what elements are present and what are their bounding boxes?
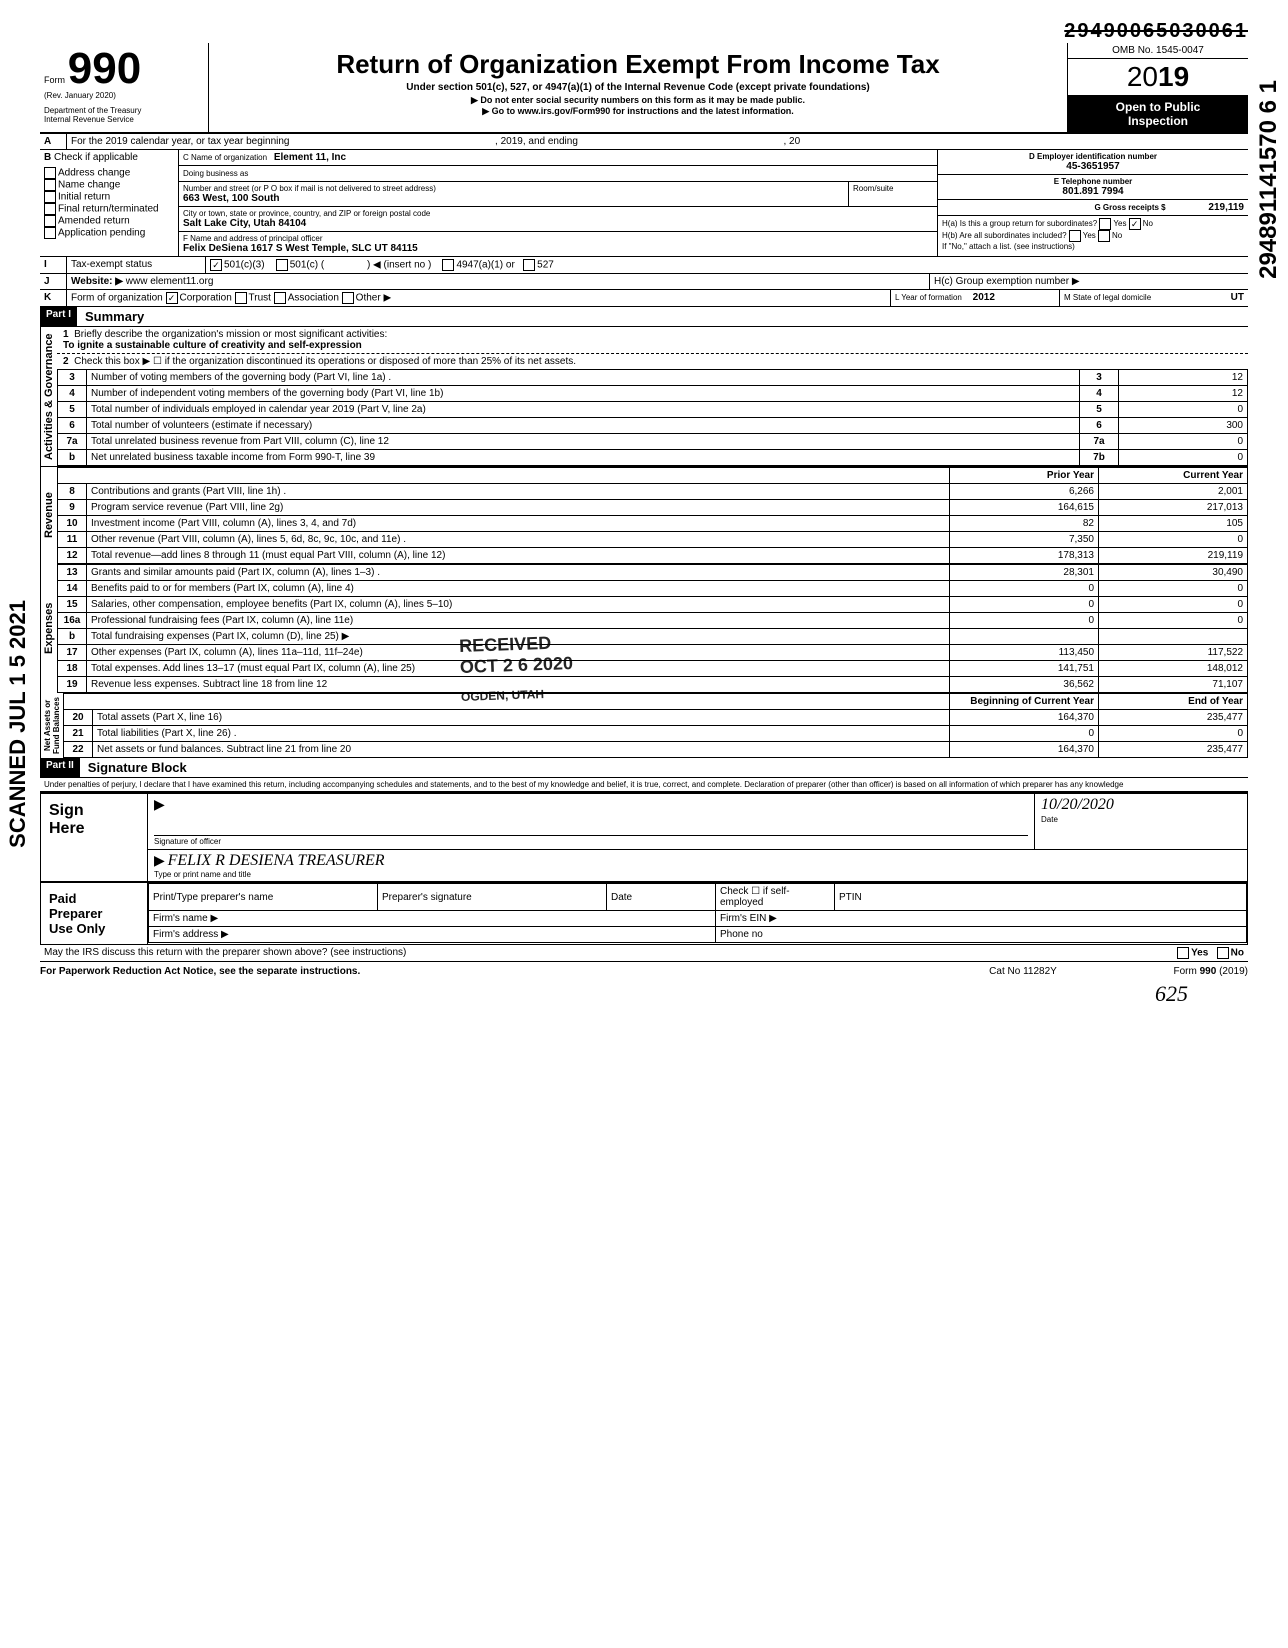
line-k: K Form of organization Corporation Trust… (40, 290, 1248, 307)
paid-preparer-block: Paid Preparer Use Only Print/Type prepar… (40, 882, 1248, 945)
part1-body: Activities & Governance 1 Briefly descri… (40, 327, 1248, 467)
state-domicile: UT (1231, 292, 1244, 303)
hc-label: H(c) Group exemption number ▶ (934, 276, 1080, 287)
officer-name-title: FELIX R DESIENA TREASURER (168, 852, 385, 869)
checkbox-discuss-yes[interactable] (1177, 947, 1189, 959)
sign-here-block: Sign Here ▶ Signature of officer 10/20/2… (40, 792, 1248, 882)
revenue-label: Revenue (40, 467, 57, 564)
checkbox-initial-return[interactable] (44, 191, 56, 203)
line-a: A For the 2019 calendar year, or tax yea… (40, 134, 1248, 150)
line-j-hc: J Website: ▶ www element11.org H(c) Grou… (40, 274, 1248, 290)
expenses-block: Expenses 13Grants and similar amounts pa… (40, 564, 1248, 693)
website: www element11.org (126, 276, 214, 287)
right-margin-number: 294891141570 6 1 (1255, 80, 1283, 279)
org-name: Element 11, Inc (274, 152, 346, 163)
check-if-applicable: Check if applicable (54, 152, 138, 163)
footer: For Paperwork Reduction Act Notice, see … (40, 962, 1248, 981)
checkbox-527[interactable] (523, 259, 535, 271)
line-i: I Tax-exempt status 501(c)(3) 501(c) ( )… (40, 257, 1248, 274)
checkbox-name-change[interactable] (44, 179, 56, 191)
revenue-table: Prior YearCurrent Year 8Contributions an… (57, 467, 1248, 564)
governance-table: 3Number of voting members of the governi… (57, 369, 1248, 466)
form-dept: Department of the Treasury (44, 106, 204, 115)
netassets-table: Beginning of Current YearEnd of Year 20T… (63, 693, 1248, 758)
mission-text: To ignite a sustainable culture of creat… (63, 340, 362, 351)
governance-label: Activities & Governance (40, 327, 57, 466)
form-irs: Internal Revenue Service (44, 115, 204, 124)
checkbox-amended-return[interactable] (44, 215, 56, 227)
checkbox-501c3[interactable] (210, 259, 222, 271)
checkbox-ha-no[interactable] (1129, 218, 1141, 230)
received-stamp: RECEIVED OCT 2 6 2020 OGDEN, UTAH (459, 632, 574, 704)
expenses-label: Expenses (40, 564, 57, 693)
form-label: Form (44, 75, 65, 85)
netassets-block: Net Assets or Fund Balances Beginning of… (40, 693, 1248, 758)
netassets-label: Net Assets or Fund Balances (40, 693, 63, 758)
form-number: 990 (68, 44, 141, 93)
perjury-text: Under penalties of perjury, I declare th… (40, 778, 1248, 792)
addr-label: Number and street (or P O box if mail is… (183, 184, 844, 193)
checkbox-other[interactable] (342, 292, 354, 304)
checkbox-assoc[interactable] (274, 292, 286, 304)
sig-date: 10/20/2020 (1041, 796, 1241, 814)
discuss-row: May the IRS discuss this return with the… (40, 945, 1248, 962)
top-strike-number: 29490065030061 (40, 20, 1248, 43)
revenue-block: Revenue Prior YearCurrent Year 8Contribu… (40, 467, 1248, 564)
checkbox-ha-yes[interactable] (1099, 218, 1111, 230)
officer-info: Felix DeSiena 1617 S West Temple, SLC UT… (183, 243, 418, 254)
checkbox-address-change[interactable] (44, 167, 56, 179)
entity-block: B Check if applicable Address change Nam… (40, 150, 1248, 257)
checkbox-hb-yes[interactable] (1069, 230, 1081, 242)
checkbox-discuss-no[interactable] (1217, 947, 1229, 959)
ha-row: H(a) Is this a group return for subordin… (942, 218, 1244, 230)
inspection: Inspection (1072, 114, 1244, 128)
checkbox-corp[interactable] (166, 292, 178, 304)
hb-note: If "No," attach a list. (see instruction… (942, 242, 1244, 251)
gross-receipts-label: G Gross receipts $ (1094, 203, 1165, 212)
hb-row: H(b) Are all subordinates included? Yes … (942, 230, 1244, 242)
open-to-public: Open to Public (1072, 100, 1244, 114)
year-formation: 2012 (973, 292, 995, 303)
checkbox-application-pending[interactable] (44, 227, 56, 239)
handwritten-625: 625 (40, 981, 1188, 1007)
header-subtitle: Under section 501(c), 527, or 4947(a)(1)… (217, 82, 1059, 93)
header-warn: ▶ Do not enter social security numbers o… (217, 95, 1059, 106)
header-goto: ▶ Go to www.irs.gov/Form990 for instruct… (217, 106, 1059, 117)
omb-number: OMB No. 1545-0047 (1068, 43, 1248, 59)
form-header: Form 990 (Rev. January 2020) Department … (40, 43, 1248, 134)
officer-label: F Name and address of principal officer (183, 234, 933, 243)
header-title: Return of Organization Exempt From Incom… (217, 49, 1059, 80)
dba-label: Doing business as (183, 169, 248, 178)
gross-receipts-value: 219,119 (1208, 202, 1244, 213)
city-label: City or town, state or province, country… (183, 209, 933, 218)
left-margin-scanned: SCANNED JUL 1 5 2021 (5, 600, 31, 848)
tax-year: 20201919 (1068, 59, 1248, 96)
part1-header: Part I Summary (40, 307, 1248, 327)
expenses-table: 13Grants and similar amounts paid (Part … (57, 564, 1248, 693)
phone-label: E Telephone number (942, 177, 1244, 186)
org-address: 663 West, 100 South (183, 193, 280, 204)
org-name-label: C Name of organization (183, 153, 267, 162)
checkbox-trust[interactable] (235, 292, 247, 304)
checkbox-hb-no[interactable] (1098, 230, 1110, 242)
ein-value: 45-3651957 (1066, 161, 1119, 172)
room-suite-label: Room/suite (848, 182, 937, 206)
line2: Check this box ▶ ☐ if the organization d… (74, 356, 576, 367)
checkbox-final-return[interactable] (44, 203, 56, 215)
checkbox-4947[interactable] (442, 259, 454, 271)
checkbox-501c[interactable] (276, 259, 288, 271)
part2-header: Part II Signature Block (40, 758, 1248, 778)
ein-label: D Employer identification number (942, 152, 1244, 161)
org-city: Salt Lake City, Utah 84104 (183, 218, 306, 229)
phone-value: 801.891 7994 (1062, 186, 1123, 197)
